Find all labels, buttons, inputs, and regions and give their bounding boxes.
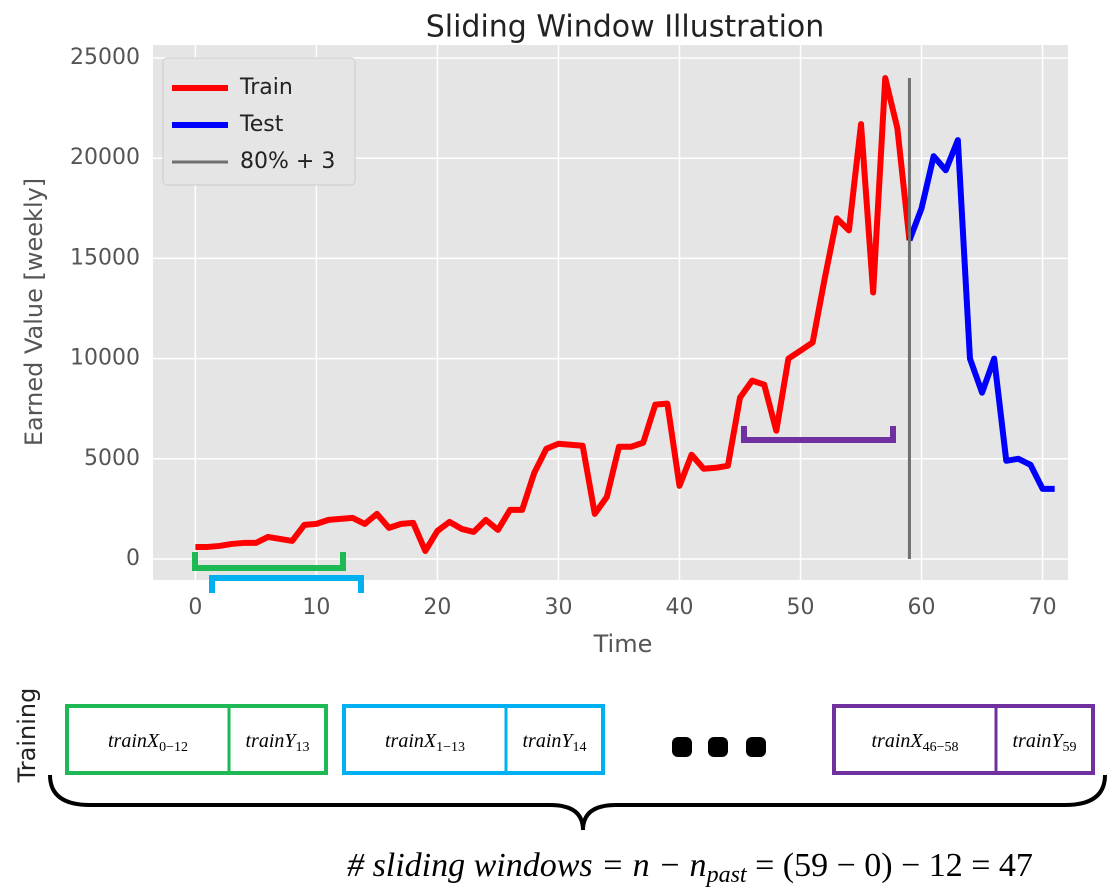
x-tick-label: 60 <box>908 595 936 620</box>
box-label-sub: 14 <box>573 740 587 755</box>
box-label-sub: 1−13 <box>436 740 465 755</box>
y-tick-label: 0 <box>126 546 140 571</box>
y-tick-label: 10000 <box>70 346 140 371</box>
window-box <box>342 704 605 775</box>
x-axis-label: Time <box>593 630 653 658</box>
box-label: trainY13 <box>245 730 309 756</box>
box-label: trainX1−13 <box>385 730 465 756</box>
y-tick-label: 25000 <box>70 45 140 70</box>
series-line <box>195 75 913 554</box>
ellipsis-dot <box>672 737 692 757</box>
box-label-main: trainY <box>522 730 574 752</box>
formula-sub: past <box>705 862 748 888</box>
window-bracket <box>741 426 896 443</box>
series-line <box>906 137 1055 492</box>
window-box <box>65 704 328 775</box>
box-label: trainX46−58 <box>871 730 958 756</box>
x-tick-label: 30 <box>544 595 572 620</box>
box-label: trainY14 <box>522 730 586 756</box>
chart-title: Sliding Window Illustration <box>426 10 825 45</box>
legend-label: Train <box>239 75 293 100</box>
ellipsis-dot <box>708 737 728 757</box>
boxes: trainX0−12 trainY13 trainX1−13 trainY14 trai… <box>65 704 1095 775</box>
x-tick-label: 50 <box>787 595 815 620</box>
window-bracket <box>192 552 346 571</box>
box-label-main: trainX <box>108 730 160 752</box>
box-label-main: trainY <box>1012 730 1064 752</box>
window-bracket <box>209 575 364 593</box>
legend-label: 80% + 3 <box>240 149 335 174</box>
legend-entries: Train Test 80% + 3 <box>172 75 335 174</box>
y-axis-label: Earned Value [weekly] <box>20 178 48 446</box>
box-label-main: trainY <box>245 730 297 752</box>
box-label: trainY59 <box>1012 730 1076 756</box>
x-tick-label: 70 <box>1029 595 1057 620</box>
box-label-sub: 13 <box>296 740 310 755</box>
x-tick-label: 10 <box>302 595 330 620</box>
x-tick-label: 40 <box>665 595 693 620</box>
box-label-sub: 59 <box>1063 740 1077 755</box>
box-label-main: trainX <box>385 730 437 752</box>
side-label: Training <box>13 688 41 784</box>
formula: # sliding windows = n − npast = (59 − 0)… <box>347 847 1033 888</box>
x-tick-label: 20 <box>423 595 451 620</box>
y-tick-label: 15000 <box>70 245 140 270</box>
y-tick-label: 5000 <box>84 446 140 471</box>
formula-part: = (59 − 0) − 12 = 47 <box>747 847 1033 884</box>
legend-label: Test <box>239 112 284 137</box>
box-label: trainX0−12 <box>108 730 188 756</box>
formula-part: # sliding windows = n − n <box>347 847 707 884</box>
x-tick-label: 0 <box>188 595 202 620</box>
ellipsis-dot <box>746 737 766 757</box>
box-label-main: trainX <box>871 730 923 752</box>
box-label-sub: 0−12 <box>159 740 188 755</box>
lines <box>195 75 1055 559</box>
y-tick-label: 20000 <box>70 145 140 170</box>
box-label-sub: 46−58 <box>923 740 959 755</box>
window-box <box>832 704 1095 775</box>
brace <box>48 774 1107 831</box>
